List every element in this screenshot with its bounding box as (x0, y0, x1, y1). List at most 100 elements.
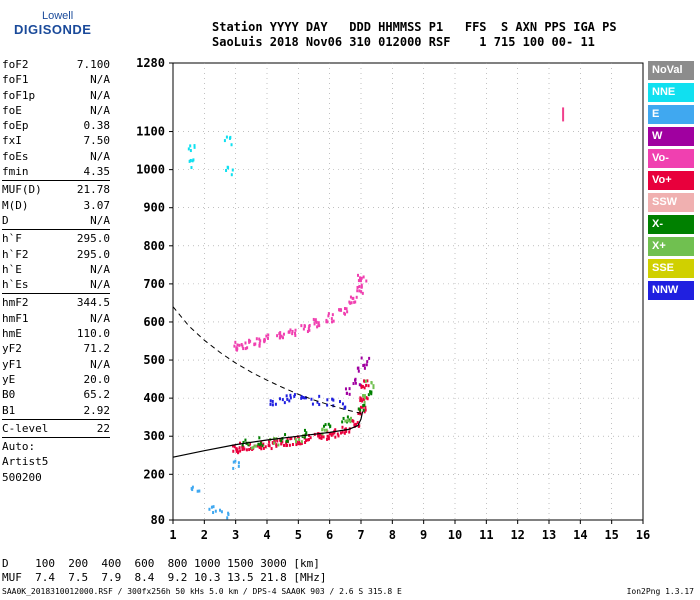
echo-point (328, 431, 331, 435)
echo-point (280, 334, 283, 338)
echo-point (268, 440, 271, 444)
echo-point (324, 423, 327, 427)
param-row: foF2 7.100 (2, 57, 110, 72)
y-tick-label: 800 (143, 239, 165, 253)
echo-point (361, 291, 364, 295)
param-value: 4.35 (83, 165, 111, 179)
echo-point (341, 425, 344, 429)
echo-point (293, 393, 296, 397)
echo-point (356, 289, 359, 293)
x-tick-label: 9 (420, 528, 427, 542)
echo-point (212, 505, 215, 509)
echo-point (247, 443, 250, 447)
header-line2: SaoLuis 2018 Nov06 310 012000 RSF 1 715 … (212, 35, 595, 49)
echo-point (370, 392, 373, 396)
echo-point (338, 400, 341, 404)
echo-point (260, 444, 263, 448)
echo-point (362, 275, 365, 279)
echo-point (300, 324, 303, 328)
echo-point (313, 322, 316, 326)
echo-point (326, 403, 329, 407)
echo-point (239, 449, 242, 453)
echo-point (303, 324, 306, 328)
legend-entry-nnw: NNW (648, 281, 694, 300)
legend-entry-vominus: Vo- (648, 149, 694, 168)
param-row: D N/A (2, 213, 110, 228)
echo-point (230, 143, 233, 147)
param-row: h`F2 295.0 (2, 247, 110, 262)
echo-point (327, 312, 330, 316)
digisonde-logo: Lowell DIGISONDE (2, 4, 112, 48)
echo-point (359, 396, 362, 400)
echo-point (241, 344, 244, 348)
echo-point (360, 285, 363, 289)
param-label: foEs (2, 149, 29, 163)
echo-point (246, 346, 249, 350)
echo-point (367, 384, 370, 388)
echo-point (242, 440, 245, 444)
echo-point (360, 276, 363, 280)
echo-point (304, 439, 307, 443)
echo-point (282, 336, 285, 340)
echo-point (266, 336, 269, 340)
echo-point (360, 397, 363, 401)
param-value: N/A (90, 357, 110, 371)
param-label: h`E (2, 262, 22, 276)
scaled-parameters-panel: foF2 7.100 foF1 N/A foF1p N/A foE N/A foEp 0.38 fx… (2, 57, 110, 485)
echo-point (265, 334, 268, 338)
echo-point (361, 405, 364, 409)
echo-point (331, 320, 334, 324)
param-label: h`Es (2, 278, 29, 292)
echo-point (263, 340, 266, 344)
echo-point (188, 159, 191, 163)
echo-point (354, 381, 357, 385)
echo-point (264, 445, 267, 449)
y-tick-label: 80 (151, 513, 165, 527)
param-value: 71.2 (83, 342, 111, 356)
echo-point (289, 393, 292, 397)
x-tick-label: 7 (357, 528, 364, 542)
echo-point (208, 507, 211, 511)
echo-point (279, 331, 282, 335)
echo-point (283, 443, 286, 447)
echo-point (280, 442, 283, 446)
echo-point (279, 438, 282, 442)
x-tick-label: 12 (510, 528, 524, 542)
echo-point (303, 435, 306, 439)
echo-point (289, 396, 292, 400)
echo-point (269, 402, 272, 406)
param-label: hmF2 (2, 296, 29, 310)
echo-point (259, 441, 262, 445)
echo-point (275, 443, 278, 447)
echo-point (357, 407, 360, 411)
param-label: C-level (2, 421, 49, 435)
legend-entry-e: E (648, 105, 694, 124)
echo-point (365, 363, 368, 367)
echo-point (271, 441, 274, 445)
echo-point (260, 447, 263, 451)
x-tick-label: 13 (542, 528, 556, 542)
echo-point (359, 276, 362, 280)
param-row: foE N/A (2, 103, 110, 118)
echo-point (309, 436, 312, 440)
param-label: yE (2, 372, 16, 386)
echo-point (283, 401, 286, 405)
echo-point (220, 510, 223, 514)
echo-point (345, 429, 348, 433)
echo-point (191, 485, 194, 489)
echo-point (254, 342, 257, 346)
echo-point (294, 328, 297, 332)
param-row: h`Es N/A (2, 277, 110, 292)
echo-point (363, 396, 366, 400)
echo-point (226, 516, 229, 520)
echo-point (363, 400, 366, 404)
trace-profile-curve (172, 411, 364, 458)
param-row: yE 20.0 (2, 372, 110, 387)
marker-point (562, 107, 565, 122)
param-value: 3.07 (83, 198, 111, 212)
echo-point (257, 442, 260, 446)
echo-point (303, 428, 306, 432)
echo-point (362, 397, 365, 401)
plot-frame (172, 62, 644, 521)
echo-point (308, 324, 311, 328)
